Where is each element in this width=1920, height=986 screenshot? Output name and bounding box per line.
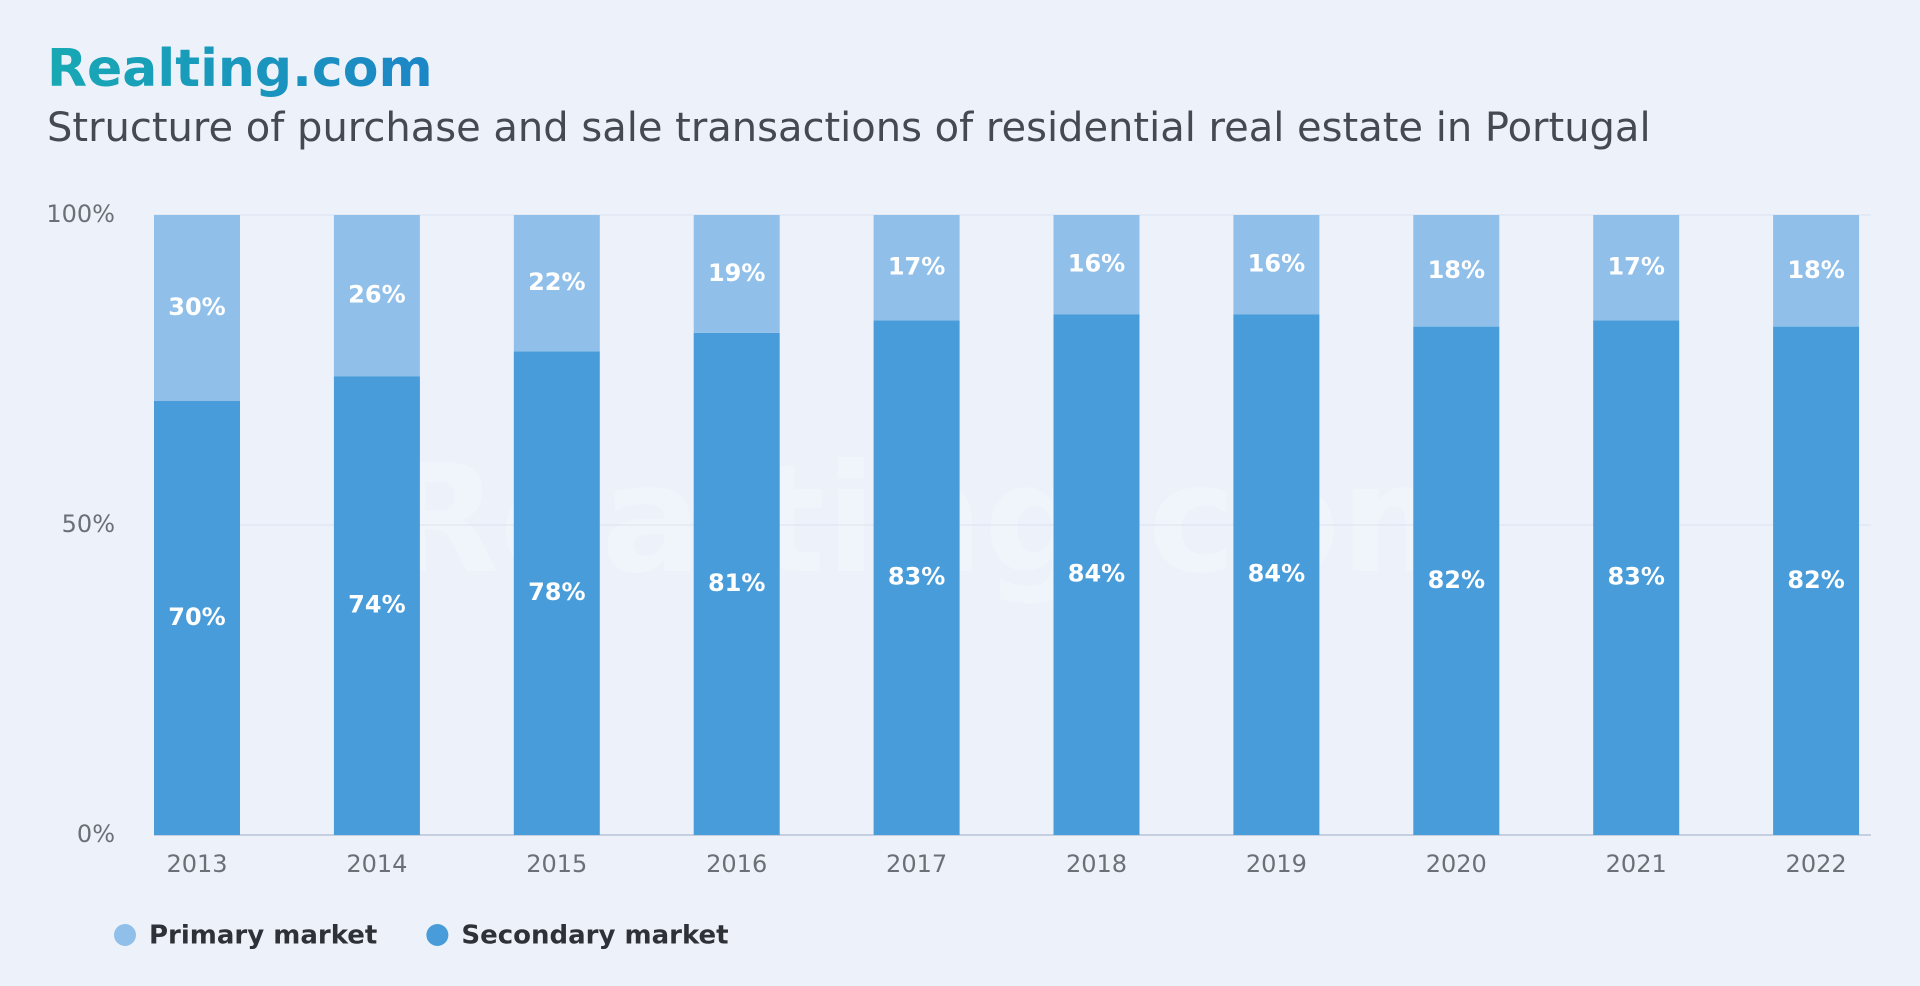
value-label: 78%	[528, 578, 585, 606]
bar-segment	[154, 215, 240, 401]
value-label: 22%	[528, 268, 585, 296]
bar-segment	[1413, 326, 1500, 835]
value-label: 16%	[1068, 250, 1125, 278]
value-label: 16%	[1248, 250, 1305, 278]
x-tick-label: 2014	[346, 850, 407, 878]
value-label: 81%	[708, 569, 765, 597]
x-tick-label: 2013	[166, 850, 227, 878]
value-label: 18%	[1428, 256, 1485, 284]
x-tick-label: 2021	[1606, 850, 1667, 878]
bar-segment	[1233, 215, 1320, 315]
legend-label: Secondary market	[461, 921, 728, 951]
bar-segment	[873, 215, 960, 321]
legend-label: Primary market	[149, 921, 377, 951]
value-label: 74%	[348, 591, 405, 619]
value-label: 83%	[888, 563, 945, 591]
value-label: 26%	[348, 281, 405, 309]
x-tick-label: 2018	[1066, 850, 1127, 878]
bar-segment	[873, 320, 960, 835]
value-label: 84%	[1248, 560, 1305, 588]
y-tick-label: 50%	[62, 510, 115, 538]
brand: Realting.com	[47, 39, 433, 99]
value-label: 18%	[1787, 256, 1844, 284]
bar-segment	[1593, 215, 1680, 321]
bar-segment	[154, 401, 240, 835]
value-label: 83%	[1607, 563, 1664, 591]
value-label: 30%	[168, 293, 225, 321]
bar-segment	[333, 215, 420, 377]
bar-segment	[1773, 326, 1860, 835]
labels: 0% 50% 100% 2013 70% 30% 2014 74% 26% 2015 78% 22% 2…	[46, 200, 1846, 951]
bar-segment	[1593, 320, 1680, 835]
chart-title: Structure of purchase and sale transacti…	[47, 105, 1651, 151]
x-tick-label: 2022	[1786, 850, 1847, 878]
y-tick-label: 100%	[46, 200, 115, 228]
value-label: 19%	[708, 259, 765, 287]
grid	[154, 214, 1871, 836]
x-tick-label: 2019	[1246, 850, 1307, 878]
value-label: 17%	[1607, 253, 1664, 281]
value-label: 82%	[1428, 566, 1485, 594]
x-tick-label: 2016	[706, 850, 767, 878]
x-tick-label: 2020	[1426, 850, 1487, 878]
x-tick-label: 2017	[886, 850, 947, 878]
value-label: 84%	[1068, 560, 1125, 588]
y-tick-label: 0%	[77, 820, 115, 848]
bar-segment	[693, 332, 780, 835]
bar-segment	[1413, 215, 1500, 327]
bar-segment	[1053, 215, 1140, 315]
value-label: 82%	[1787, 566, 1844, 594]
bar-segment	[513, 351, 600, 835]
bar-segment	[333, 376, 420, 835]
legend-marker	[114, 924, 136, 946]
bar-segment	[1773, 215, 1860, 327]
value-label: 17%	[888, 253, 945, 281]
x-tick-label: 2015	[526, 850, 587, 878]
legend-marker	[426, 924, 449, 946]
bar-segment	[1053, 314, 1140, 835]
bar-segment	[693, 215, 780, 333]
bar-segment	[1233, 314, 1320, 835]
bar-segment	[513, 215, 600, 352]
bars	[154, 215, 1860, 835]
value-label: 70%	[168, 603, 225, 631]
